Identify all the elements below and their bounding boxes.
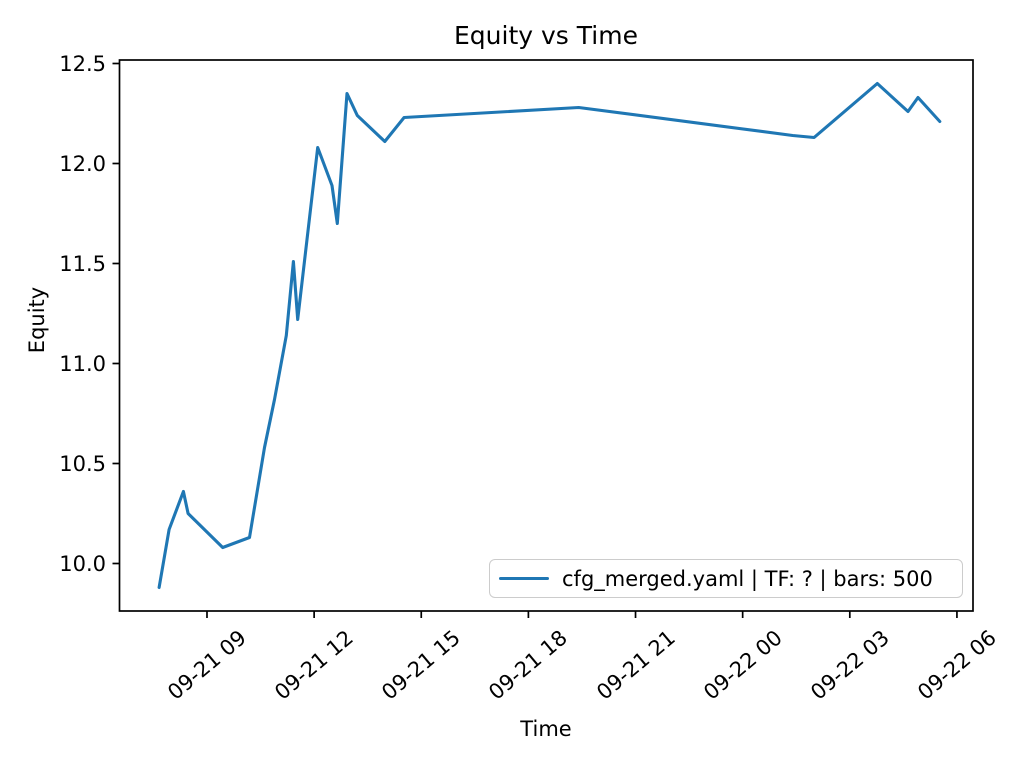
y-tick-label: 12.5 <box>59 51 106 76</box>
legend: cfg_merged.yaml | TF: ? | bars: 500 <box>489 559 963 598</box>
legend-line-swatch <box>499 577 549 580</box>
x-axis-label: Time <box>520 717 572 741</box>
y-tick-label: 10.5 <box>59 451 106 476</box>
y-tick-label: 12.0 <box>59 151 106 176</box>
y-tick-label: 11.0 <box>59 351 106 376</box>
equity-line <box>157 81 942 590</box>
y-axis-label: Equity <box>25 286 49 354</box>
legend-label: cfg_merged.yaml | TF: ? | bars: 500 <box>562 566 933 591</box>
axes-spines <box>118 59 974 612</box>
y-tick-label: 10.0 <box>59 551 106 576</box>
chart-title: Equity vs Time <box>454 21 638 50</box>
y-tick-label: 11.5 <box>59 251 106 276</box>
